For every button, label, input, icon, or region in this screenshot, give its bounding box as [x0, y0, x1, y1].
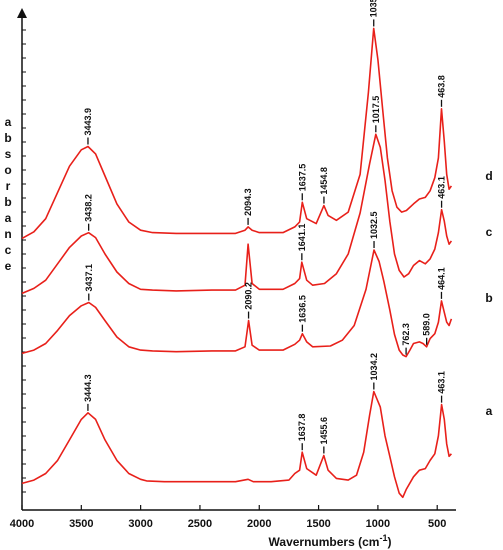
peak-label: 1641.1 [297, 224, 307, 252]
peak-label: 1035.1 [369, 0, 379, 17]
x-axis-label-text: Wavernumbers (cm [269, 535, 380, 549]
series-line-d [21, 27, 453, 240]
series-name-b: b [485, 291, 492, 305]
peak-label: 1455.6 [319, 417, 329, 445]
y-axis-label-letter: a [5, 115, 12, 129]
series-name-d: d [485, 169, 492, 183]
peak-label: 3444.3 [83, 374, 93, 402]
peak-label: 463.1 [437, 371, 447, 394]
y-axis-label-letter: n [4, 227, 11, 241]
peak-label: 1032.5 [369, 211, 379, 239]
peak-label: 1034.2 [369, 353, 379, 381]
series-layer [21, 27, 453, 499]
peak-label: 1454.8 [319, 167, 329, 195]
y-axis-label-letter: b [4, 131, 11, 145]
x-ticks: 4000 3500 3000 2500 2000 1500 1000 500 [10, 505, 446, 530]
series-line-c [21, 133, 453, 295]
y-axis-label-letter: b [4, 195, 11, 209]
x-tick-label: 4000 [10, 518, 34, 530]
x-tick-label: 2000 [247, 518, 271, 530]
peak-label: 1637.5 [297, 164, 307, 192]
y-axis-label-letter: o [4, 163, 11, 177]
peak-label: 1636.5 [297, 295, 307, 323]
peak-label: 463.1 [437, 176, 447, 199]
peak-label: 2090.2 [244, 282, 254, 310]
series-name-a: a [486, 404, 493, 418]
x-tick-label: 2500 [188, 518, 212, 530]
peak-label: 589.0 [422, 313, 432, 336]
peak-label: 464.1 [437, 267, 447, 290]
x-axis-label-close: ) [387, 535, 391, 549]
peak-label: 762.3 [401, 323, 411, 346]
peak-label: 463.8 [437, 75, 447, 98]
peak-labels-layer: 3444.3 1637.8 1455.6 1034.2 463.1 3437.1 2090.… [83, 0, 447, 454]
y-axis-label-letter: s [5, 147, 12, 161]
y-axis-label-letter: e [5, 259, 12, 273]
x-tick-label: 1000 [366, 518, 390, 530]
series-names-layer: a b c d [485, 169, 492, 418]
peak-label: 3443.9 [83, 108, 93, 136]
x-tick-label: 3000 [128, 518, 152, 530]
x-tick-label: 1500 [306, 518, 330, 530]
peak-label: 3437.1 [84, 264, 94, 292]
x-tick-label: 500 [428, 518, 446, 530]
peak-label: 1017.5 [371, 96, 381, 124]
x-tick-label: 3500 [69, 518, 93, 530]
y-axis-arrow [17, 8, 27, 18]
peak-label: 2094.3 [243, 188, 253, 216]
y-axis-label-letter: c [5, 243, 12, 257]
series-name-c: c [486, 225, 493, 239]
y-axis-label-letter: a [5, 211, 12, 225]
peak-label: 3438.2 [84, 194, 94, 222]
axes [17, 8, 456, 511]
peak-label: 1637.8 [297, 414, 307, 442]
y-ticks [22, 29, 26, 493]
series-line-a [21, 390, 452, 499]
series-line-b [21, 249, 453, 358]
x-axis-label: Wavernumbers (cm-1) [269, 533, 392, 549]
x-axis-label-superscript: -1 [379, 533, 387, 543]
y-axis-label-letter: r [6, 179, 11, 193]
